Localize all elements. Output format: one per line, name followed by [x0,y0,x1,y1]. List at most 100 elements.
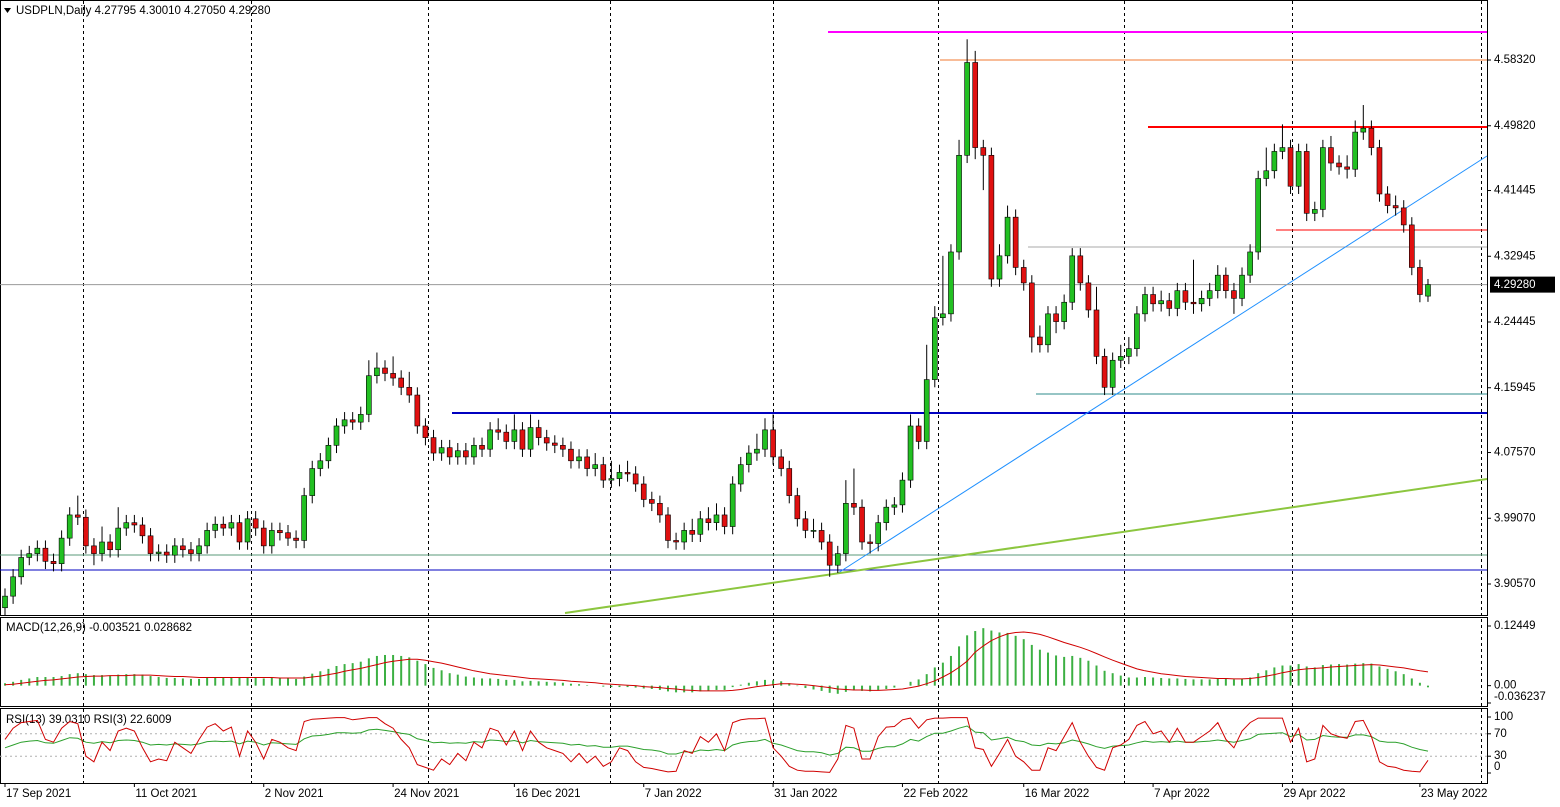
candle-body [471,445,477,458]
candle-body [1287,147,1294,187]
current-price-label: 4.29280 [1494,279,1536,291]
y-tick-label: 0 [1494,761,1500,773]
symbol-menu-arrow[interactable] [4,8,11,13]
candle-body [843,503,849,554]
candle-body [188,549,194,554]
candle-body [463,450,469,458]
candle-body [301,495,307,541]
candle-body [940,313,946,319]
x-tick-label: 24 Nov 2021 [394,788,459,800]
candle-body [1409,224,1415,268]
candle-body [317,460,324,469]
candle-body [891,504,898,508]
candle-body [786,468,793,496]
candle-body [163,551,170,556]
candle-body [1206,290,1213,299]
candle-body [883,506,890,523]
candle-body [1117,356,1124,361]
candle-body [438,447,445,454]
current-price-box [1490,276,1555,293]
candle-body [422,425,429,438]
candle-body [632,473,639,485]
candle-body [99,541,105,554]
candle-body [487,429,493,450]
candle-body [762,429,768,450]
candle-body [414,394,421,427]
candle-body [705,518,712,523]
y-tick-label: 4.32945 [1494,250,1536,262]
candle-body [834,553,841,566]
y-tick-label: 0.12449 [1494,620,1536,632]
candle-body [293,537,299,541]
candle-body [228,522,235,529]
y-tick-label: 0.00 [1494,680,1516,692]
candle-body [147,535,154,554]
candle-body [1053,313,1059,322]
candle-body [1166,300,1173,309]
candle-body [269,530,275,547]
y-tick-label: 100 [1494,711,1513,723]
candle-body [349,419,356,423]
candle-body [1012,216,1019,268]
candle-body [673,540,679,543]
x-tick-label: 23 May 2022 [1421,788,1488,800]
candle-body [1247,251,1253,276]
candle-body [1344,166,1350,170]
candle-body [1069,255,1076,303]
x-tick-label: 16 Mar 2022 [1025,788,1090,800]
candle-body [91,545,97,554]
y-tick-label: -0.036237 [1494,691,1546,703]
candle-body [535,427,542,438]
y-tick-label: 4.49820 [1494,120,1536,132]
candle-body [1392,205,1399,209]
candle-body [42,547,49,562]
candle-body [560,445,566,450]
candle-body [309,468,316,496]
candle-body [1271,151,1278,172]
candle-body [681,530,687,543]
candle-body [180,545,186,551]
candle-body [1279,147,1286,152]
x-tick-label: 7 Apr 2022 [1154,788,1210,800]
candle-body [1126,348,1132,357]
candle-body [325,445,332,462]
candle-body [244,518,251,543]
candle-body [366,375,372,415]
candle-body [665,514,671,541]
candle-body [1303,151,1310,214]
candle-body [657,503,663,516]
candle-body [50,561,57,564]
panel-frame [0,708,1488,784]
signal-line [4,631,1429,692]
macd-header: MACD(12,26,9) -0.003521 0.028682 [6,622,192,634]
y-tick-label: 3.99070 [1494,512,1536,524]
candle-body [406,387,413,396]
candle-body [115,527,122,551]
candle-body [139,524,146,537]
candle-body [1150,294,1156,305]
candle-body [1352,131,1359,170]
y-tick-label: 4.58320 [1494,54,1536,66]
candle-body [1311,209,1318,214]
candle-body [252,518,259,529]
candle-body [1198,298,1205,305]
rsi-header: RSI(13) 39.0310 RSI(3) 22.6009 [6,714,172,726]
candle-body [851,503,857,508]
candle-body [802,518,809,531]
candle-body [390,373,396,379]
candle-body [551,442,558,446]
candle-body [26,553,33,558]
candle-body [1239,274,1245,299]
candle-body [527,427,534,450]
candle-body [1085,282,1092,311]
panel-frame [0,0,1488,616]
candle-body [689,530,696,535]
candle-body [1360,127,1367,133]
candle-body [737,464,744,485]
indicator-line [4,717,1429,773]
candle-body [794,495,801,520]
x-tick-label: 7 Jan 2022 [645,788,702,800]
